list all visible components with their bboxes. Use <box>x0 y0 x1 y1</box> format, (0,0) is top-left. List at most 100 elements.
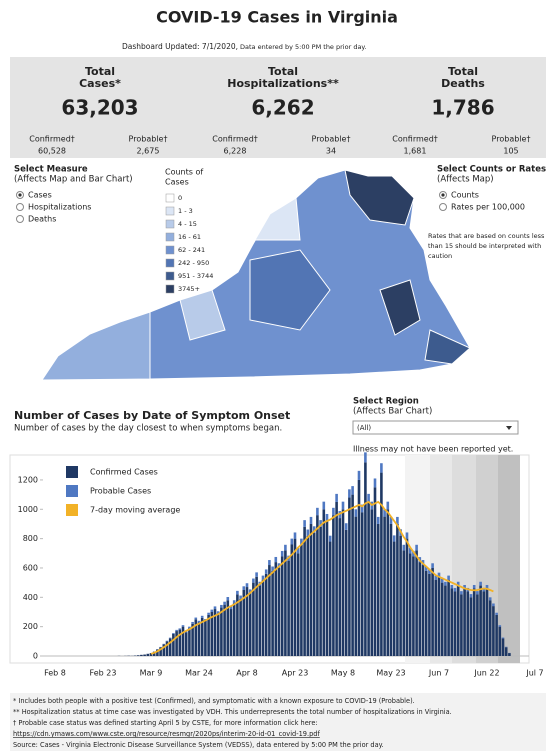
bar <box>482 591 486 656</box>
bar <box>424 566 428 571</box>
total-label: Total <box>268 65 298 78</box>
x-tick-label: Jun 7 <box>428 669 449 678</box>
rates-note: than 15 should be interpreted with <box>428 242 541 250</box>
bar <box>392 535 396 542</box>
breakdown-value: 60,528 <box>38 147 66 156</box>
radio-label[interactable]: Deaths <box>28 215 56 224</box>
footnote: * Includes both people with a positive t… <box>13 697 415 705</box>
footnote: Source: Cases - Virginia Electronic Dise… <box>13 741 384 749</box>
radio-dot[interactable] <box>441 193 445 197</box>
bar <box>316 507 319 516</box>
bar <box>229 609 233 656</box>
bar <box>376 523 380 656</box>
bar <box>424 570 428 656</box>
bar <box>268 560 271 566</box>
bar <box>271 570 274 656</box>
bar <box>332 507 335 516</box>
bar <box>172 633 175 634</box>
dropdown-arrow[interactable] <box>506 426 512 430</box>
legend-label: 242 - 950 <box>178 259 209 267</box>
radio[interactable] <box>439 203 447 211</box>
total-label: Total <box>85 65 115 78</box>
breakdown-label: Confirmed† <box>29 135 75 144</box>
legend-label: 1 - 3 <box>178 207 193 215</box>
bar <box>492 606 495 656</box>
bar <box>492 603 495 607</box>
bar <box>248 592 252 656</box>
bar <box>437 576 441 656</box>
bar <box>264 573 268 656</box>
bar <box>450 588 454 656</box>
radio[interactable] <box>16 203 24 211</box>
chart-title: Number of Cases by Date of Symptom Onset <box>14 409 290 422</box>
region-dropdown[interactable] <box>352 420 519 435</box>
bar <box>335 493 338 502</box>
chart-subtitle: Number of cases by the day closest to wh… <box>14 424 282 434</box>
bar <box>367 501 370 656</box>
legend-label: 3745+ <box>178 285 200 293</box>
chart-frame <box>9 454 530 664</box>
bar <box>386 501 390 510</box>
bar <box>431 567 434 656</box>
legend-swatch <box>165 245 175 255</box>
bar <box>463 584 466 589</box>
x-tick-label: Feb 8 <box>44 669 66 678</box>
rates-subtitle: (Affects Map) <box>437 175 494 185</box>
bar <box>300 538 303 545</box>
bar <box>252 578 255 583</box>
bar <box>197 622 201 656</box>
bar <box>165 640 169 642</box>
bar <box>184 632 188 656</box>
y-tick-label: 400 <box>23 593 38 602</box>
y-tick-label: 0 <box>33 652 38 661</box>
bar <box>476 591 479 595</box>
bar <box>242 589 246 656</box>
legend-swatch <box>66 504 78 516</box>
radio-label[interactable]: Cases <box>28 191 52 200</box>
bar <box>412 550 415 557</box>
moving-average-line <box>150 500 494 655</box>
breakdown-label: Probable† <box>312 135 351 144</box>
bar <box>341 501 345 510</box>
radio-dot[interactable] <box>18 193 22 197</box>
radio-label[interactable]: Rates per 100,000 <box>451 203 525 212</box>
bar <box>210 609 214 612</box>
region-selected[interactable]: (All) <box>357 424 371 432</box>
bar <box>162 644 166 656</box>
bar <box>252 582 255 656</box>
bar <box>405 538 409 656</box>
bar <box>431 563 434 568</box>
bar <box>332 515 335 656</box>
bar <box>309 523 313 656</box>
bar <box>415 550 418 656</box>
breakdown-label: Confirmed† <box>392 135 438 144</box>
radio[interactable] <box>16 215 24 223</box>
bar <box>255 572 258 577</box>
bar <box>412 556 415 656</box>
bar <box>168 637 172 639</box>
bar <box>456 585 460 656</box>
footnote-link[interactable]: https://cdn.ymaws.com/www.cste.org/resou… <box>13 730 320 738</box>
x-tick-label: Apr 8 <box>236 669 257 678</box>
bar <box>428 569 431 574</box>
bar <box>191 623 194 656</box>
bar <box>207 612 210 615</box>
bar <box>296 553 300 656</box>
radio-label[interactable]: Hospitalizations <box>28 203 91 212</box>
bar <box>322 509 326 656</box>
bar <box>175 629 178 632</box>
radio-label[interactable]: Counts <box>451 191 479 200</box>
bar <box>460 594 463 656</box>
bar <box>290 538 294 545</box>
bar <box>344 523 348 530</box>
bar <box>268 565 271 656</box>
bar <box>258 585 262 656</box>
bar <box>495 612 498 615</box>
bar <box>405 532 409 539</box>
map <box>41 169 471 381</box>
measure-title: Select Measure <box>14 165 88 175</box>
bar <box>396 516 399 524</box>
legend-swatch <box>165 271 175 281</box>
bar <box>293 538 297 656</box>
bar <box>296 548 300 554</box>
